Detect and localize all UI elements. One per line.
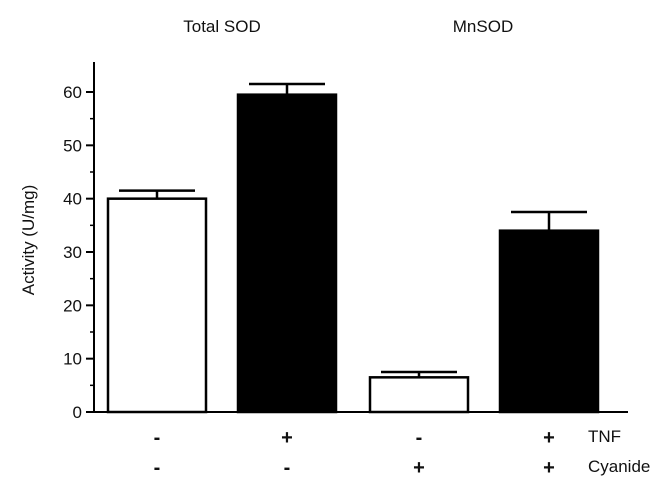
condition-sign: - xyxy=(154,457,161,479)
group-title-total-sod: Total SOD xyxy=(183,17,260,36)
condition-sign: - xyxy=(284,457,291,479)
y-tick-label: 50 xyxy=(63,136,82,155)
condition-sign: + xyxy=(281,427,293,449)
y-tick-label: 40 xyxy=(63,190,82,209)
condition-sign: - xyxy=(416,427,423,449)
condition-label-cyanide: Cyanide xyxy=(588,457,650,476)
y-tick-label: 20 xyxy=(63,296,82,315)
y-tick-label: 60 xyxy=(63,83,82,102)
y-tick-label: 0 xyxy=(73,403,82,422)
y-axis-label: Activity (U/mg) xyxy=(19,185,38,296)
condition-sign: + xyxy=(543,457,555,479)
condition-sign: + xyxy=(413,457,425,479)
bars xyxy=(106,82,600,414)
condition-label-tnf: TNF xyxy=(588,427,621,446)
bar-3 xyxy=(368,376,470,414)
condition-rows: - + - + TNF - - + + Cyanide xyxy=(154,427,651,479)
bar-4 xyxy=(498,229,600,414)
y-tick-label: 10 xyxy=(63,350,82,369)
y-tick-label: 30 xyxy=(63,243,82,262)
condition-sign: - xyxy=(154,427,161,449)
group-title-mnsod: MnSOD xyxy=(453,17,513,36)
condition-sign: + xyxy=(543,427,555,449)
bar-2 xyxy=(236,93,338,414)
y-axis-ticks: 0 10 20 30 40 50 60 xyxy=(63,83,94,422)
bar-1 xyxy=(106,197,208,414)
